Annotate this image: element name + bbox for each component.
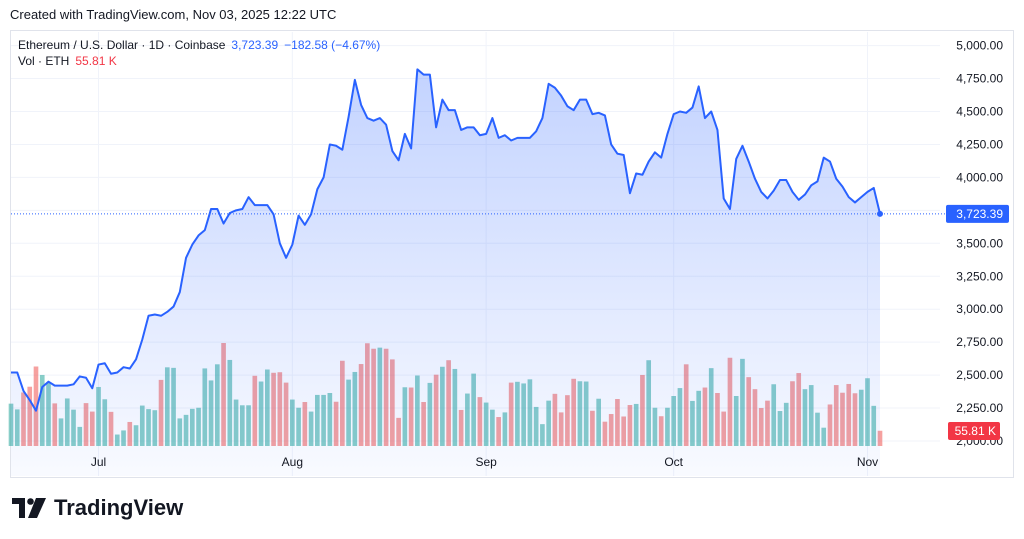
y-tick-label: 2,500.00 — [956, 368, 1003, 382]
x-tick-label: Aug — [282, 455, 303, 469]
legend-volume-value: 55.81 K — [75, 54, 117, 68]
x-axis-labels: Jul Aug Sep Oct Nov — [91, 455, 878, 469]
chart-legend: Ethereum / U.S. Dollar · 1D · Coinbase 3… — [18, 37, 380, 69]
price-line — [11, 68, 881, 412]
y-tick-label: 4,000.00 — [956, 170, 1003, 184]
x-tick-label: Sep — [475, 455, 497, 469]
last-price-tag-text: 3,723.39 — [956, 207, 1003, 221]
price-area-fill — [11, 69, 880, 476]
volume-bar — [8, 403, 14, 446]
y-tick-label: 3,250.00 — [956, 269, 1003, 283]
last-price-dot — [877, 210, 883, 217]
volume-tag: 55.81 K — [948, 422, 1000, 440]
volume-label[interactable]: Vol · ETH — [18, 54, 70, 68]
y-tick-label: 3,500.00 — [956, 236, 1003, 250]
y-tick-label: 3,000.00 — [956, 302, 1003, 316]
y-axis-labels: 5,000.00 4,750.00 4,500.00 4,250.00 4,000.00… — [956, 39, 1003, 448]
volume-bar — [33, 366, 39, 446]
volume-legend-row: Vol · ETH 55.81 K — [18, 53, 380, 69]
tradingview-logo[interactable]: TradingView — [12, 495, 183, 521]
x-tick-label: Oct — [664, 455, 683, 469]
chart-frame — [10, 30, 1014, 478]
y-tick-label: 5,000.00 — [956, 39, 1003, 53]
legend-price: 3,723.39 — [231, 38, 279, 52]
last-price-tag: 3,723.39 — [946, 204, 1009, 223]
y-tick-label: 2,750.00 — [956, 335, 1003, 349]
tradingview-logo-icon — [12, 498, 46, 518]
volume-tag-text: 55.81 K — [955, 424, 996, 438]
y-tick-label: 4,750.00 — [956, 72, 1003, 86]
y-tick-label: 4,500.00 — [956, 105, 1003, 119]
chart-caption: Created with TradingView.com, Nov 03, 20… — [10, 7, 337, 22]
legend-change: −182.58 (−4.67%) — [284, 38, 381, 52]
x-tick-label: Jul — [91, 455, 106, 469]
x-tick-label: Nov — [857, 455, 878, 469]
symbol-legend-row: Ethereum / U.S. Dollar · 1D · Coinbase 3… — [18, 37, 380, 53]
y-tick-label: 2,250.00 — [956, 401, 1003, 415]
symbol-title[interactable]: Ethereum / U.S. Dollar · 1D · Coinbase — [18, 38, 226, 52]
y-tick-label: 4,250.00 — [956, 137, 1003, 151]
tradingview-wordmark: TradingView — [54, 495, 184, 520]
